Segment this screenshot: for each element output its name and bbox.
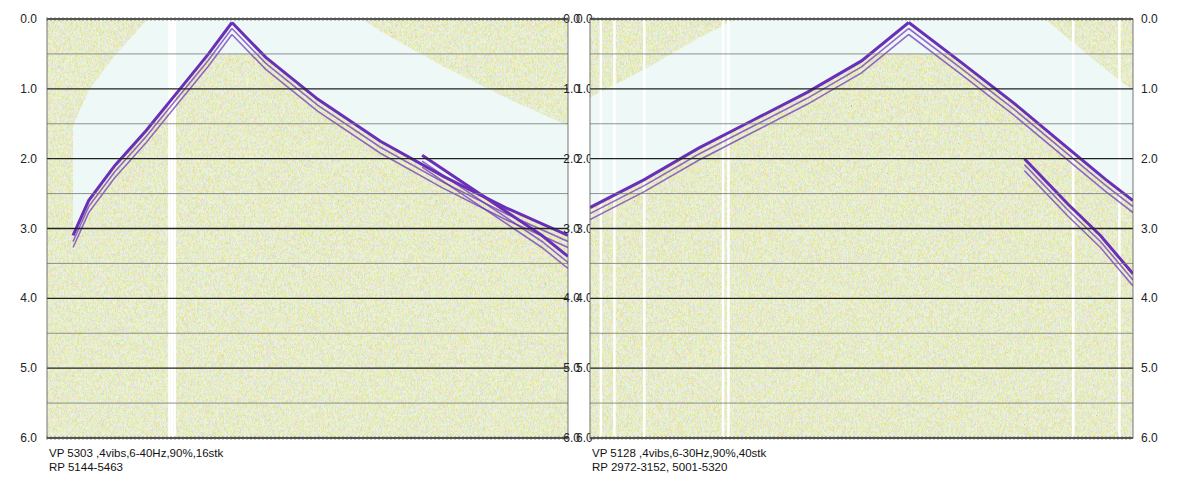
plot-area bbox=[590, 19, 1133, 438]
tick-label: 4.0 bbox=[20, 291, 37, 305]
tick-label: 3.0 bbox=[20, 222, 37, 236]
grid-line bbox=[47, 88, 568, 89]
frame bbox=[47, 19, 568, 438]
tick-label: 0.0 bbox=[563, 12, 580, 26]
tick-label: 2.0 bbox=[1141, 152, 1158, 166]
tick-label: 5.0 bbox=[1141, 361, 1158, 375]
grid-line bbox=[590, 228, 1133, 229]
minor-grid-line bbox=[47, 123, 568, 124]
minor-grid-line bbox=[590, 263, 1133, 264]
first-arrival bbox=[232, 34, 568, 247]
first-arrival bbox=[909, 28, 1133, 206]
first-arrival bbox=[590, 28, 909, 213]
tick-label: 1.0 bbox=[20, 82, 37, 96]
tick-label: 2.0 bbox=[20, 152, 37, 166]
minor-grid-line bbox=[590, 123, 1133, 124]
grid-line bbox=[47, 298, 568, 299]
minor-grid-line bbox=[47, 403, 568, 404]
minor-grid-line bbox=[590, 333, 1133, 334]
tick-label: 6.0 bbox=[1141, 431, 1158, 445]
first-arrival bbox=[232, 28, 568, 241]
caption: VP 5128 ,4vibs,6-30Hz,90%,40stk bbox=[592, 447, 767, 459]
mute-zone bbox=[590, 19, 1133, 208]
minor-grid-line bbox=[47, 193, 568, 194]
minor-grid-line bbox=[590, 53, 1133, 54]
frame bbox=[590, 19, 1133, 438]
grid-line bbox=[590, 368, 1133, 369]
tick-label: 0.0 bbox=[1141, 12, 1158, 26]
tick-label: 2.0 bbox=[563, 152, 580, 166]
tick-label: 6.0 bbox=[20, 431, 37, 445]
first-arrival bbox=[422, 161, 568, 262]
tick-label: 5.0 bbox=[20, 361, 37, 375]
grid-line bbox=[47, 228, 568, 229]
first-arrival bbox=[422, 155, 568, 256]
tick-label: 3.0 bbox=[1141, 222, 1158, 236]
first-arrival bbox=[909, 22, 1133, 200]
tick-label: 0.0 bbox=[20, 12, 37, 26]
minor-grid-line bbox=[590, 193, 1133, 194]
first-arrival bbox=[590, 22, 909, 207]
caption: VP 5303 ,4vibs,6-40Hz,90%,16stk bbox=[49, 447, 224, 459]
tick-label: 1.0 bbox=[563, 82, 580, 96]
first-arrival bbox=[1024, 165, 1133, 280]
minor-grid-line bbox=[47, 263, 568, 264]
tick-label: 1.0 bbox=[1141, 82, 1158, 96]
plot-area bbox=[47, 19, 568, 438]
panel: 0.0 0.0 1.0 1.0 2.0 2.0 3.0 3.0 4.0 4.0 5.0 5.0 6.0 6… bbox=[563, 0, 1158, 473]
minor-grid-line bbox=[47, 333, 568, 334]
grid-line bbox=[590, 158, 1133, 159]
tick-label: 4.0 bbox=[1141, 291, 1158, 305]
grid-line bbox=[590, 88, 1133, 89]
grid-line bbox=[590, 298, 1133, 299]
tick-label: 3.0 bbox=[563, 222, 580, 236]
first-arrival bbox=[73, 34, 232, 247]
grid-line bbox=[47, 368, 568, 369]
grid-line bbox=[47, 158, 568, 159]
caption: RP 5144-5463 bbox=[49, 461, 123, 473]
minor-grid-line bbox=[47, 53, 568, 54]
first-arrival bbox=[232, 22, 568, 235]
panel: 0.0 0.0 1.0 1.0 2.0 2.0 3.0 3.0 4.0 4.0 5.0 5.0 6.0 6… bbox=[20, 0, 593, 473]
first-arrival bbox=[422, 167, 568, 268]
tick-label: 5.0 bbox=[563, 361, 580, 375]
caption: RP 2972-3152, 5001-5320 bbox=[592, 461, 727, 473]
first-arrival bbox=[590, 34, 909, 219]
first-arrival bbox=[1024, 159, 1133, 274]
tick-label: 4.0 bbox=[563, 291, 580, 305]
tick-label: 6.0 bbox=[563, 431, 580, 445]
minor-grid-line bbox=[590, 403, 1133, 404]
